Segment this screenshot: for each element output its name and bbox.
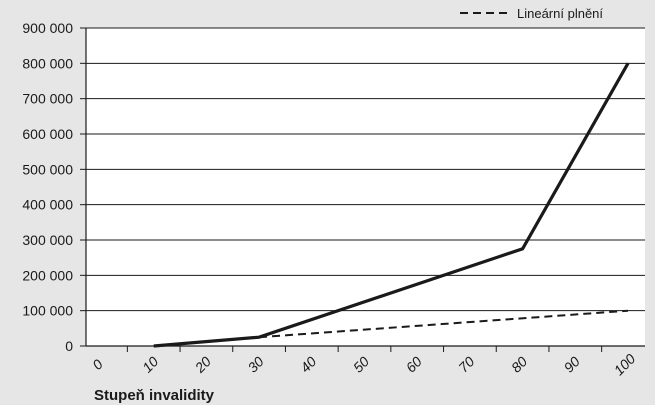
x-tick-label: 60 xyxy=(402,353,424,375)
plot-area xyxy=(86,28,645,346)
y-axis-ticks: 0 100 000 200 000 300 000 400 000 500 000 600 … xyxy=(22,20,86,354)
x-tick-label: 40 xyxy=(297,353,319,375)
y-tick-label: 800 000 xyxy=(22,55,73,71)
x-tick-label: 70 xyxy=(455,353,477,375)
x-tick-label: 0 xyxy=(89,356,106,373)
y-tick-label: 400 000 xyxy=(22,197,73,213)
y-tick-label: 500 000 xyxy=(22,161,73,177)
y-tick-label: 200 000 xyxy=(22,267,73,283)
legend-label-linear: Lineární plnění xyxy=(517,6,603,21)
x-tick-label: 20 xyxy=(191,353,214,376)
x-tick-label: 30 xyxy=(244,353,266,375)
y-tick-label: 700 000 xyxy=(22,91,73,107)
y-tick-label: 300 000 xyxy=(22,232,73,248)
y-tick-label: 900 000 xyxy=(22,20,73,36)
x-tick-label: 90 xyxy=(561,353,583,375)
x-tick-label: 80 xyxy=(508,353,530,375)
grid-lines xyxy=(86,27,645,346)
x-tick-label: 100 xyxy=(611,350,639,378)
y-tick-label: 0 xyxy=(65,338,73,354)
axes xyxy=(85,28,645,347)
series-line-linear xyxy=(259,309,629,339)
x-axis-ticks: 0 10 20 30 40 50 60 70 80 90 100 xyxy=(89,346,639,378)
series-group xyxy=(153,62,630,348)
x-tick-label: 10 xyxy=(139,353,161,375)
x-axis-label: Stupeň invalidity xyxy=(94,387,215,404)
legend: Lineární plnění xyxy=(460,6,603,21)
y-tick-label: 600 000 xyxy=(22,126,73,142)
x-tick-label: 50 xyxy=(350,353,372,375)
series-line-main xyxy=(153,62,630,348)
y-tick-label: 100 000 xyxy=(22,303,73,319)
